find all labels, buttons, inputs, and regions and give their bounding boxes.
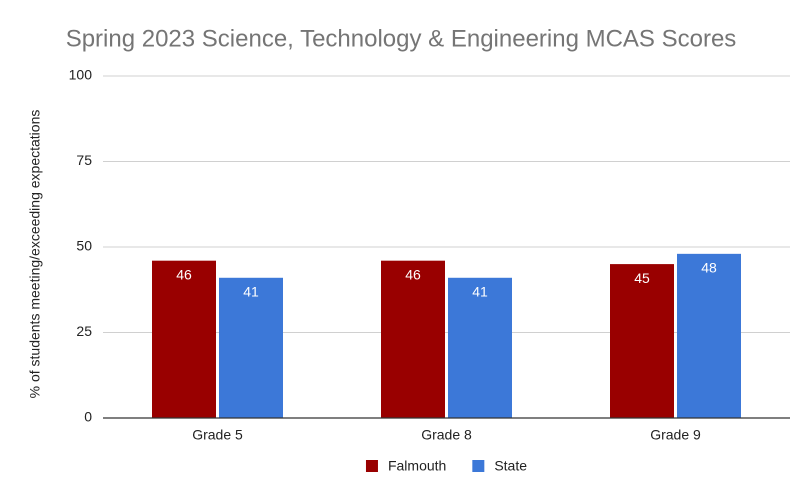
data-label: 41 <box>243 283 259 299</box>
data-label: 48 <box>701 260 717 276</box>
legend-swatch <box>472 460 485 472</box>
x-tick-label: Grade 9 <box>650 427 701 443</box>
y-tick-label: 25 <box>76 323 92 339</box>
bar <box>381 260 445 418</box>
y-axis-label: % of students meeting/exceeding expectat… <box>27 110 43 399</box>
legend-label: State <box>494 458 527 474</box>
x-tick-label: Grade 5 <box>192 427 243 443</box>
legend-swatch <box>365 460 378 472</box>
data-label: 46 <box>405 266 421 282</box>
legend-label: Falmouth <box>388 458 446 474</box>
bar <box>677 253 741 418</box>
bar <box>610 264 674 418</box>
chart-title: Spring 2023 Science, Technology & Engine… <box>66 25 737 52</box>
y-tick-label: 50 <box>76 238 92 254</box>
bar <box>219 277 283 418</box>
y-tick-label: 100 <box>69 67 93 83</box>
data-label: 41 <box>472 283 488 299</box>
bar <box>152 260 216 418</box>
bar <box>448 277 512 418</box>
x-tick-label: Grade 8 <box>421 427 472 443</box>
data-label: 46 <box>176 266 192 282</box>
y-tick-label: 75 <box>76 152 92 168</box>
y-tick-label: 0 <box>84 409 92 425</box>
data-label: 45 <box>634 270 650 286</box>
